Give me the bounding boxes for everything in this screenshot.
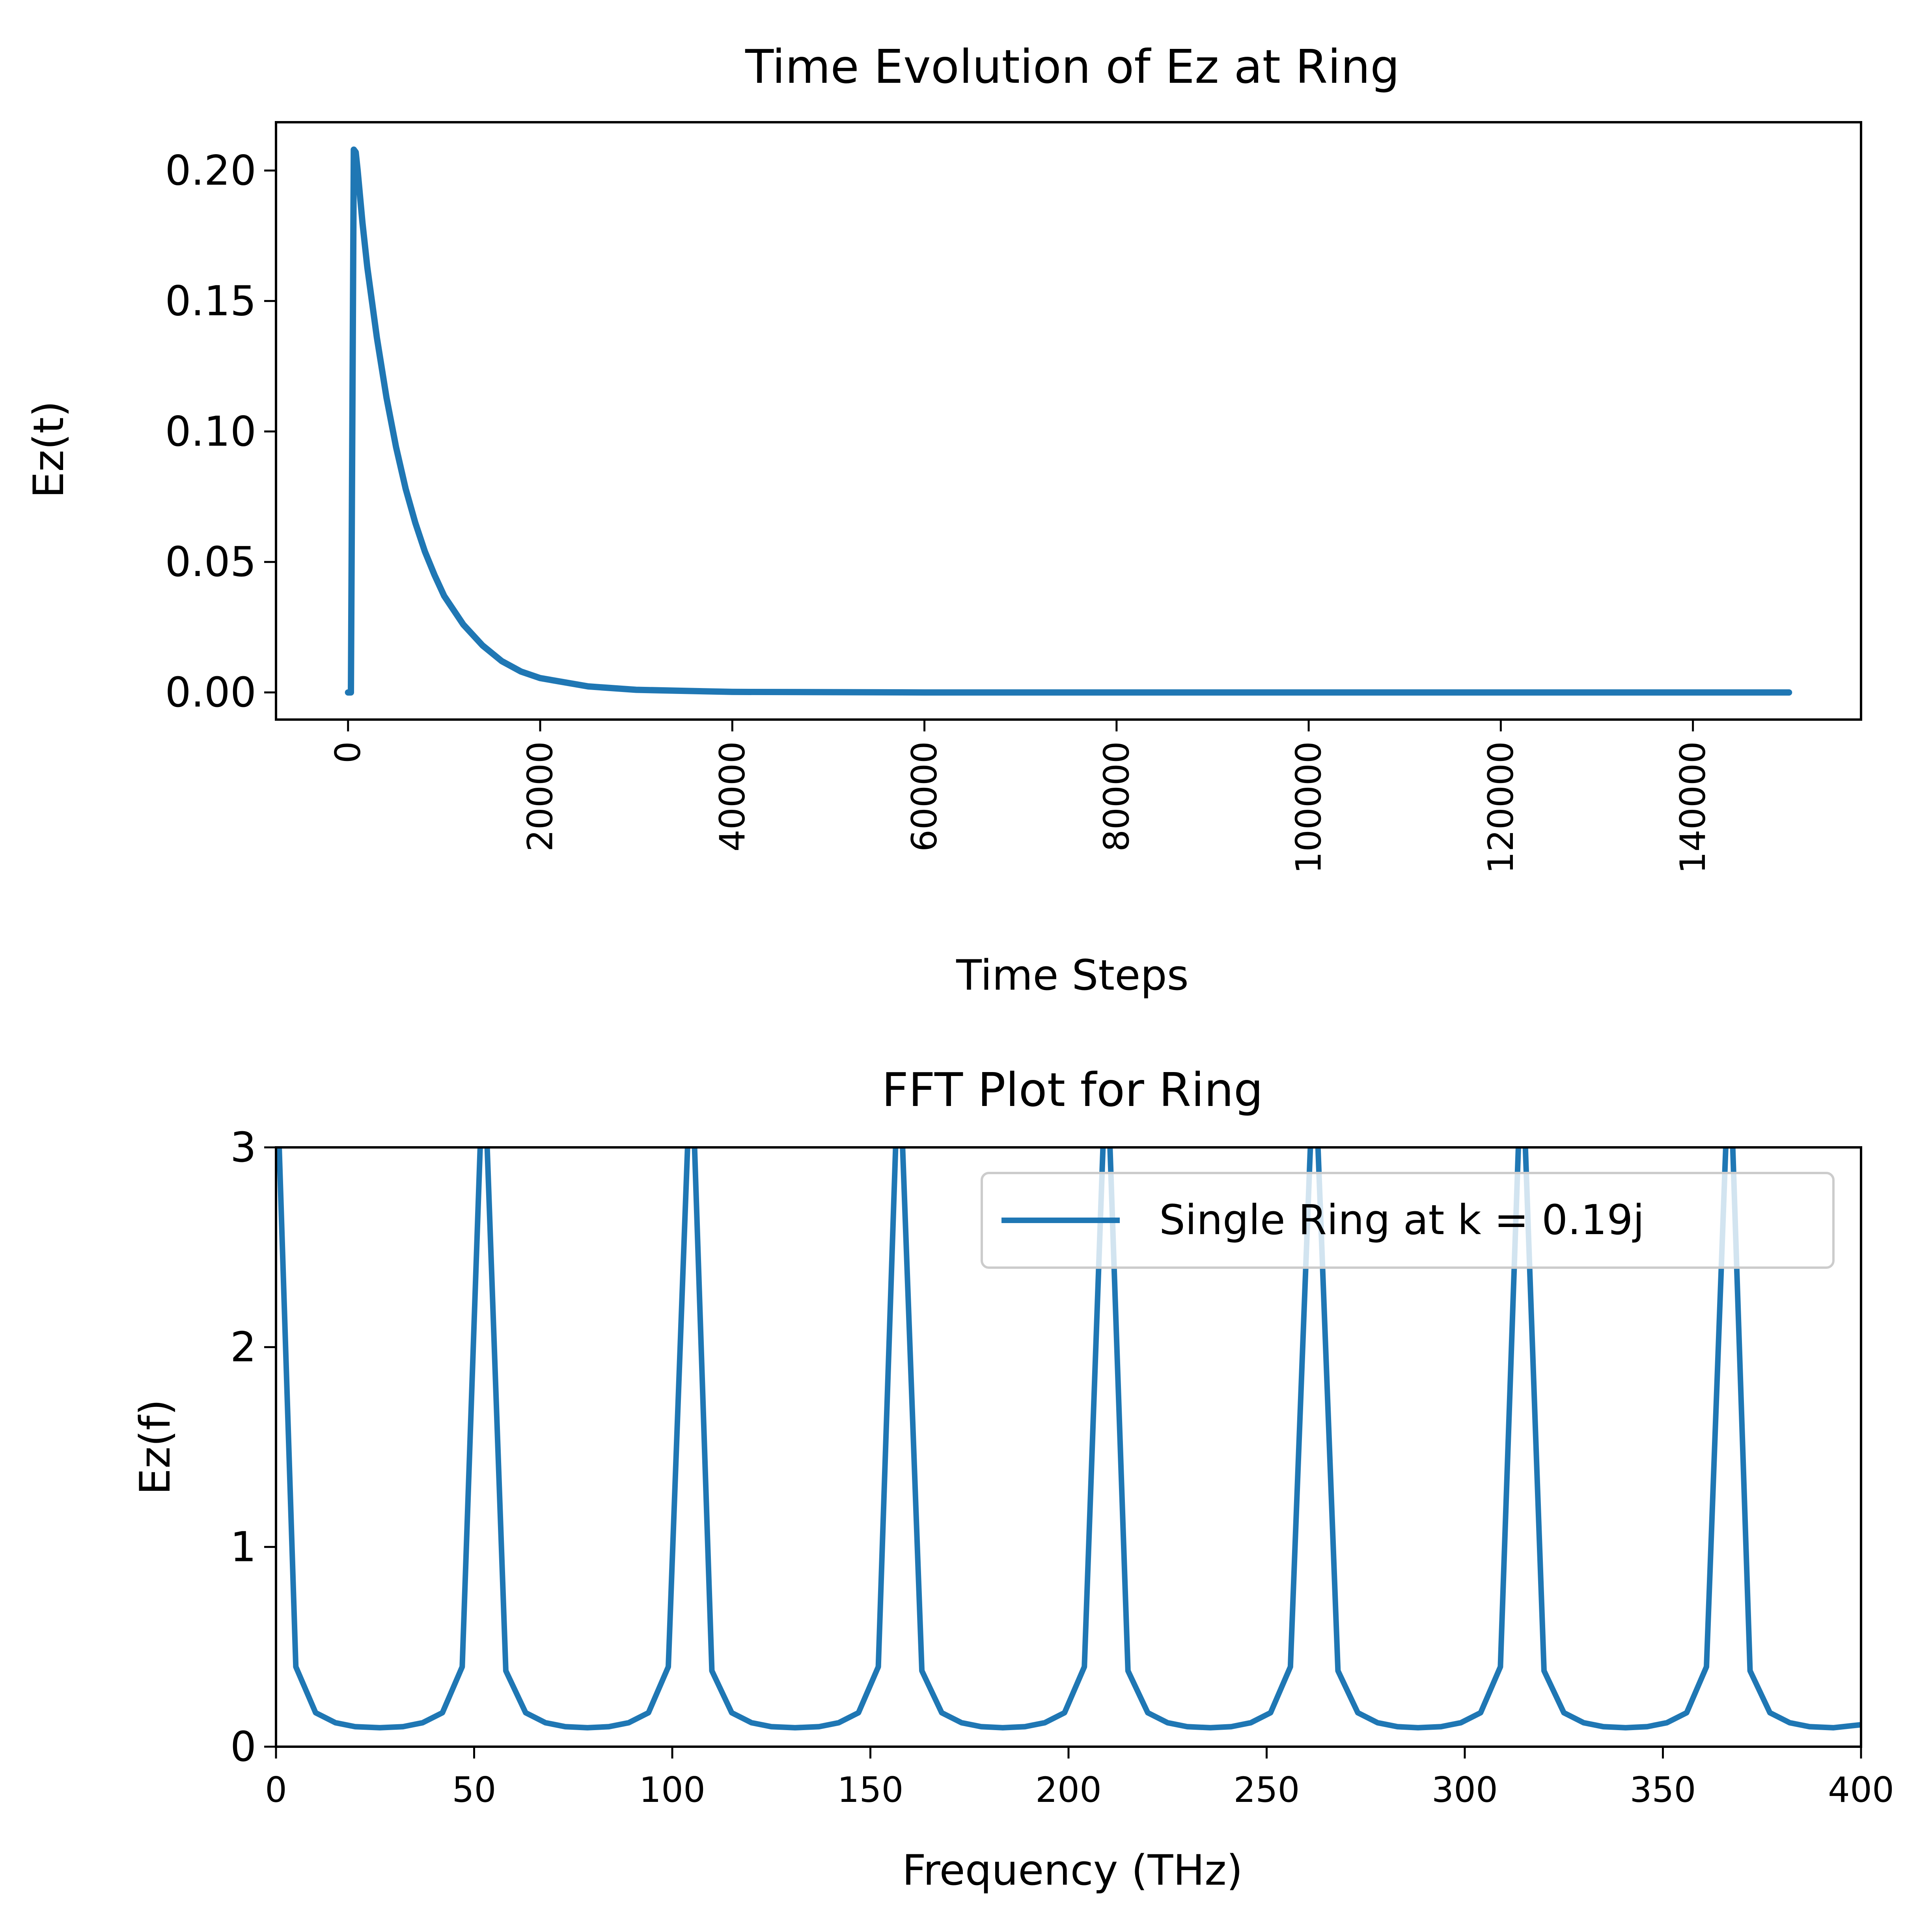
x-tick-label: 0 <box>265 1770 287 1810</box>
fft-chart: FFT Plot for Ring Frequency (THz) Ez(f) … <box>131 1063 1894 1895</box>
y-tick-label: 3 <box>230 1123 256 1171</box>
x-tick-label: 400 <box>1828 1770 1894 1810</box>
series-line <box>276 1147 1861 1731</box>
y-tick-label: 2 <box>230 1323 256 1371</box>
x-tick-label: 80000 <box>1096 741 1137 852</box>
y-axis-label: Ez(t) <box>24 401 73 498</box>
y-tick-label: 0 <box>230 1723 256 1771</box>
x-axis-label: Frequency (THz) <box>902 1846 1243 1895</box>
x-tick-label: 120000 <box>1481 741 1521 874</box>
x-tick-label: 200 <box>1035 1770 1102 1810</box>
y-tick-label: 0.10 <box>165 407 256 455</box>
legend-label: Single Ring at k = 0.19j <box>1159 1196 1644 1244</box>
x-tick-label: 150 <box>837 1770 904 1810</box>
x-tick-label: 0 <box>328 741 368 763</box>
x-tick-label: 50 <box>452 1770 496 1810</box>
x-tick-label: 100 <box>639 1770 705 1810</box>
chart-title: FFT Plot for Ring <box>882 1063 1263 1117</box>
plot-area: 0 50 100 150 200 250 300 350 400 0 1 2 3 <box>230 1123 1894 1810</box>
x-tick-label: 350 <box>1630 1770 1696 1810</box>
y-tick-label: 0.20 <box>165 146 256 194</box>
x-axis-label: Time Steps <box>956 951 1189 1000</box>
series-line <box>345 146 1792 696</box>
x-tick-label: 140000 <box>1673 741 1713 874</box>
x-tick-label: 100000 <box>1289 741 1329 874</box>
chart-title: Time Evolution of Ez at Ring <box>745 39 1400 94</box>
y-tick-label: 0.00 <box>165 668 256 716</box>
time-evolution-chart: Time Evolution of Ez at Ring Time Steps … <box>24 39 1862 1000</box>
x-tick-label: 250 <box>1234 1770 1300 1810</box>
y-tick-label: 0.15 <box>165 277 256 325</box>
x-tick-label: 60000 <box>904 741 945 852</box>
plot-frame <box>275 121 1862 721</box>
legend: Single Ring at k = 0.19j <box>981 1172 1835 1269</box>
plot-area: 0 20000 40000 60000 80000 100000 120000 140000 0… <box>165 121 1862 874</box>
y-tick-label: 0.05 <box>165 538 256 586</box>
y-axis-label: Ez(f) <box>131 1399 179 1495</box>
x-tick-label: 20000 <box>520 741 561 852</box>
x-tick-label: 300 <box>1432 1770 1498 1810</box>
legend-box <box>981 1172 1835 1269</box>
y-tick-label: 1 <box>230 1523 256 1571</box>
x-tick-label: 40000 <box>712 741 753 852</box>
